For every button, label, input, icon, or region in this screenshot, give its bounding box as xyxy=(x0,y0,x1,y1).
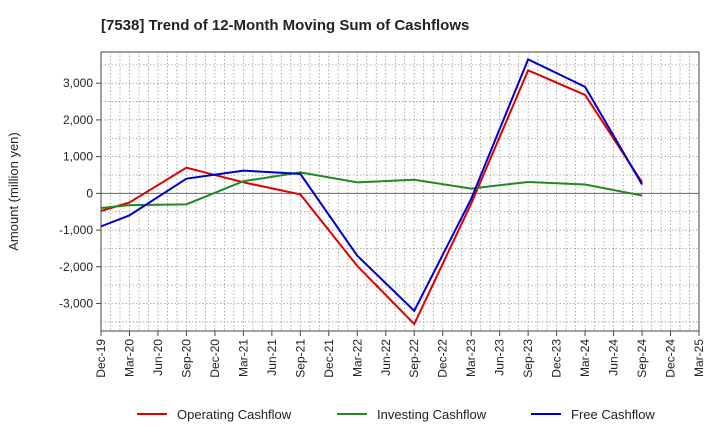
x-tick-label: Sep-22 xyxy=(407,339,421,378)
x-tick-label: Dec-20 xyxy=(208,339,222,378)
x-tick-label: Dec-23 xyxy=(550,339,564,378)
y-tick-label: -2,000 xyxy=(59,260,93,274)
x-tick-label: Dec-21 xyxy=(322,339,336,378)
x-tick-label: Mar-23 xyxy=(464,339,478,377)
legend-label-1: Operating Cashflow xyxy=(177,407,292,422)
y-tick-label: 3,000 xyxy=(63,76,93,90)
y-tick-label: -1,000 xyxy=(59,223,93,237)
x-tick-label: Jun-22 xyxy=(379,339,393,376)
legend: Operating Cashflow Investing Cashflow Free… xyxy=(137,407,655,422)
x-tick-label: Mar-25 xyxy=(692,339,706,377)
y-axis-ticks: -3,000 -2,000 -1,000 0 1,000 2,000 3,000 xyxy=(59,76,101,310)
series-layer xyxy=(100,57,643,326)
plot-area xyxy=(100,51,700,332)
series-line-3 xyxy=(100,57,643,313)
plot-frame xyxy=(100,51,700,332)
y-tick-label: 2,000 xyxy=(63,113,93,127)
x-tick-label: Sep-24 xyxy=(635,339,649,378)
x-tick-label: Mar-20 xyxy=(122,339,136,377)
y-axis-label: Amount (million yen) xyxy=(6,132,21,251)
series-line-2 xyxy=(100,171,643,210)
x-tick-label: Jun-21 xyxy=(265,339,279,376)
x-tick-label: Dec-22 xyxy=(436,339,450,378)
y-tick-label: 1,000 xyxy=(63,150,93,164)
legend-label-2: Investing Cashflow xyxy=(377,407,487,422)
x-tick-label: Jun-24 xyxy=(607,339,621,376)
y-tick-label: -3,000 xyxy=(59,296,93,310)
x-tick-label: Mar-24 xyxy=(578,339,592,377)
x-tick-label: Jun-20 xyxy=(151,339,165,376)
x-tick-label: Dec-19 xyxy=(94,339,108,378)
series-line-1 xyxy=(100,69,643,326)
x-tick-label: Mar-22 xyxy=(350,339,364,377)
y-tick-label: 0 xyxy=(86,186,93,200)
x-tick-label: Mar-21 xyxy=(236,339,250,377)
x-tick-label: Jun-23 xyxy=(493,339,507,376)
legend-label-3: Free Cashflow xyxy=(571,407,655,422)
x-axis-ticks: Dec-19 Mar-20 Jun-20 Sep-20 Dec-20 Mar-21 Jun-… xyxy=(94,331,706,378)
grid-lines xyxy=(101,52,699,331)
x-tick-label: Sep-20 xyxy=(179,339,193,378)
chart-title: [7538] Trend of 12-Month Moving Sum of C… xyxy=(101,17,469,34)
x-tick-label: Sep-23 xyxy=(521,339,535,378)
x-tick-label: Sep-21 xyxy=(293,339,307,378)
x-tick-label: Dec-24 xyxy=(664,339,678,378)
